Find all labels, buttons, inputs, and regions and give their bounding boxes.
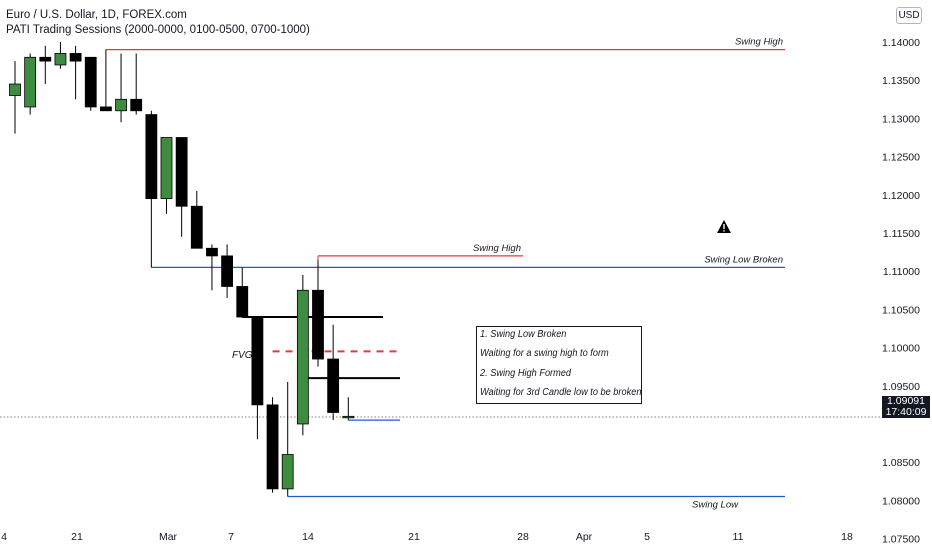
candle-body[interactable] (24, 56, 37, 108)
info-line: 2. Swing High Formed (480, 368, 572, 379)
candle-body[interactable] (206, 247, 218, 257)
candle-body[interactable] (296, 289, 309, 425)
warning-triangle-icon (717, 220, 731, 233)
candle-body[interactable] (221, 255, 234, 287)
y-tick-label: 1.13500 (882, 75, 920, 87)
y-tick-label: 1.14000 (882, 37, 920, 49)
candle-body[interactable] (9, 83, 21, 96)
info-line: 1. Swing Low Broken (480, 329, 567, 340)
countdown-timer: 17:40:09 (885, 406, 927, 418)
indicator-label: PATI Trading Sessions (2000-0000, 0100-0… (6, 24, 310, 36)
y-tick-label: 1.08000 (882, 495, 920, 507)
candle-body[interactable] (69, 53, 82, 62)
warning-dot (723, 230, 725, 232)
y-tick-label: 1.13000 (882, 113, 920, 125)
currency-button[interactable]: USD (896, 7, 922, 24)
candle-body[interactable] (54, 53, 67, 66)
y-tick-label: 1.08500 (882, 457, 920, 469)
candle-body[interactable] (281, 454, 294, 490)
x-tick-label: 21 (408, 531, 420, 543)
candle-body[interactable] (115, 98, 127, 112)
candle-body[interactable] (236, 286, 249, 318)
y-tick-label: 1.11000 (883, 266, 920, 278)
candle-body[interactable] (175, 137, 188, 207)
x-tick-label: 11 (733, 531, 744, 543)
candle-body[interactable] (312, 289, 324, 360)
x-tick-label: 7 (228, 531, 234, 543)
y-tick-label: 1.10500 (882, 304, 920, 316)
candle-body[interactable] (327, 358, 340, 413)
candle-body[interactable] (100, 106, 112, 112)
candle-body[interactable] (190, 205, 203, 249)
x-tick-label: 21 (71, 531, 83, 543)
chart-title: Euro / U.S. Dollar, 1D, FOREX.com (6, 9, 187, 21)
current-price-value: 1.09091 (887, 395, 925, 407)
info-line: Waiting for a swing high to form (480, 348, 609, 359)
candle-body[interactable] (266, 404, 279, 490)
x-tick-label: 4 (1, 531, 7, 543)
candle-body[interactable] (251, 316, 264, 406)
candle-body[interactable] (39, 56, 52, 62)
candle-body[interactable] (342, 415, 355, 419)
x-tick-label: 28 (517, 531, 529, 543)
y-tick-label: 1.07500 (882, 534, 920, 546)
annotation-label: Swing Low Broken (704, 254, 783, 265)
x-tick-label: 18 (841, 531, 853, 543)
annotation-label: Swing Low (692, 500, 739, 511)
annotation-label: Swing High (735, 37, 783, 48)
x-tick-label: Mar (159, 531, 178, 543)
current-price-tag: 1.09091 17:40:09 (882, 396, 930, 418)
x-tick-label: 14 (302, 531, 314, 543)
y-tick-label: 1.09500 (882, 381, 920, 393)
candle-body[interactable] (160, 137, 173, 200)
info-line: Waiting for 3rd Candle low to be broken (480, 387, 642, 398)
x-tick-label: 5 (644, 531, 650, 543)
y-tick-label: 1.11500 (883, 228, 920, 240)
info-box: 1. Swing Low Broken Waiting for a swing … (476, 326, 642, 404)
annotation-label: Swing High (473, 243, 521, 254)
candle-body[interactable] (84, 56, 97, 108)
y-tick-label: 1.12500 (882, 152, 920, 164)
y-tick-label: 1.10000 (882, 343, 920, 355)
candle-body[interactable] (130, 98, 143, 112)
x-tick-label: Apr (576, 531, 593, 543)
fvg-label: FVG (232, 350, 253, 361)
candle-body[interactable] (145, 114, 158, 200)
y-tick-label: 1.12000 (882, 190, 920, 202)
warning-mark (723, 224, 725, 229)
